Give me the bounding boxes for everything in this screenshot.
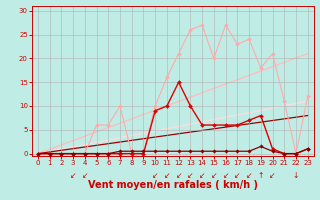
Text: ↙: ↙ [222,171,229,180]
Text: ↙: ↙ [175,171,182,180]
Text: ↑: ↑ [258,171,264,180]
Text: ↙: ↙ [187,171,194,180]
Text: ↙: ↙ [199,171,205,180]
Text: ↙: ↙ [234,171,241,180]
Text: ↙: ↙ [70,171,76,180]
Text: ↙: ↙ [211,171,217,180]
Text: ↙: ↙ [164,171,170,180]
X-axis label: Vent moyen/en rafales ( km/h ): Vent moyen/en rafales ( km/h ) [88,180,258,190]
Text: ↙: ↙ [246,171,252,180]
Text: ↙: ↙ [269,171,276,180]
Text: ↓: ↓ [293,171,299,180]
Text: ↙: ↙ [152,171,158,180]
Text: ↙: ↙ [82,171,88,180]
